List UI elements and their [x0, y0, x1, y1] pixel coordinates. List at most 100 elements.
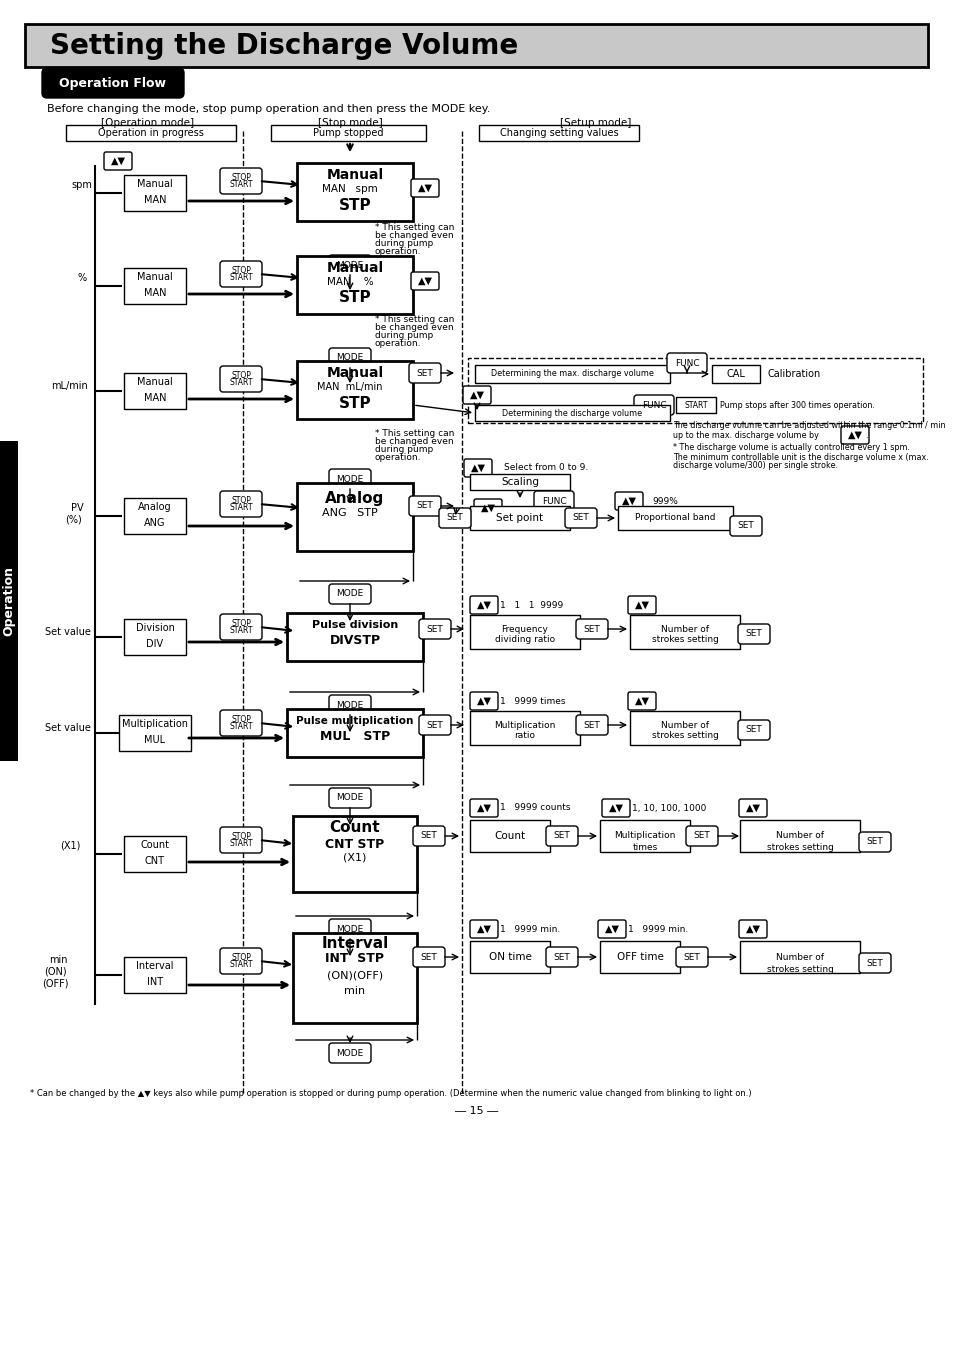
Text: Count: Count — [140, 840, 170, 850]
Text: STOP: STOP — [231, 619, 251, 628]
FancyBboxPatch shape — [545, 947, 578, 967]
FancyBboxPatch shape — [220, 827, 262, 852]
Bar — [296, 361, 413, 419]
Text: Analog: Analog — [138, 503, 172, 512]
Text: Manual: Manual — [137, 272, 172, 282]
Text: CNT STP: CNT STP — [325, 838, 384, 851]
Bar — [599, 942, 679, 973]
Text: Set value: Set value — [45, 627, 91, 638]
Text: PV: PV — [71, 503, 83, 513]
Text: STOP: STOP — [231, 952, 251, 962]
FancyBboxPatch shape — [411, 272, 438, 290]
Text: MODE: MODE — [336, 924, 363, 934]
Text: MAN: MAN — [144, 288, 166, 299]
Text: START: START — [229, 503, 253, 512]
Text: ▲▼: ▲▼ — [469, 390, 484, 400]
Text: START: START — [229, 839, 253, 848]
Bar — [470, 615, 579, 648]
FancyBboxPatch shape — [858, 832, 890, 852]
Text: STOP: STOP — [231, 496, 251, 505]
Bar — [0, 440, 18, 761]
Text: Operation Flow: Operation Flow — [59, 77, 167, 89]
FancyBboxPatch shape — [627, 596, 656, 613]
Text: * This setting can: * This setting can — [375, 428, 454, 438]
Bar — [124, 836, 186, 871]
Text: Multiplication: Multiplication — [122, 719, 188, 730]
Text: SET: SET — [426, 624, 443, 634]
Text: ▲▼: ▲▼ — [111, 155, 126, 166]
Text: min: min — [344, 986, 365, 996]
Text: times: times — [632, 843, 657, 852]
Bar — [124, 619, 186, 655]
Bar — [740, 820, 859, 852]
Text: START: START — [683, 400, 707, 409]
Text: CAL: CAL — [726, 369, 744, 380]
FancyBboxPatch shape — [729, 516, 761, 536]
Text: be changed even: be changed even — [375, 231, 453, 239]
Bar — [124, 176, 186, 211]
Bar — [618, 507, 732, 530]
FancyBboxPatch shape — [627, 692, 656, 711]
Text: DIV: DIV — [146, 639, 163, 648]
Bar — [470, 942, 550, 973]
Text: Pulse division: Pulse division — [312, 620, 397, 630]
Text: FUNC: FUNC — [641, 400, 665, 409]
Text: Set point: Set point — [496, 513, 543, 523]
Text: SET: SET — [416, 501, 433, 511]
FancyBboxPatch shape — [564, 508, 597, 528]
Text: ANG   STP: ANG STP — [322, 508, 377, 517]
Text: SET: SET — [553, 952, 570, 962]
FancyBboxPatch shape — [685, 825, 718, 846]
FancyBboxPatch shape — [634, 394, 673, 415]
FancyBboxPatch shape — [738, 720, 769, 740]
FancyBboxPatch shape — [418, 715, 451, 735]
Text: ▲▼: ▲▼ — [476, 696, 491, 707]
Text: Number of: Number of — [660, 624, 708, 634]
Text: be changed even: be changed even — [375, 323, 453, 332]
Text: START: START — [229, 626, 253, 635]
Text: START: START — [229, 961, 253, 969]
Text: ▲▼: ▲▼ — [476, 924, 491, 934]
Text: ▲▼: ▲▼ — [417, 276, 432, 286]
Text: SET: SET — [745, 630, 761, 639]
Bar — [66, 126, 235, 141]
Text: * Can be changed by the ▲▼ keys also while pump operation is stopped or during p: * Can be changed by the ▲▼ keys also whi… — [30, 1089, 751, 1097]
Bar — [470, 711, 579, 744]
Text: DIVSTP: DIVSTP — [329, 635, 380, 647]
Text: STP: STP — [338, 396, 371, 411]
FancyBboxPatch shape — [463, 459, 492, 477]
Text: during pump: during pump — [375, 444, 433, 454]
Text: ▲▼: ▲▼ — [744, 802, 760, 813]
FancyBboxPatch shape — [738, 624, 769, 644]
FancyBboxPatch shape — [576, 619, 607, 639]
Text: MODE: MODE — [336, 1048, 363, 1058]
Text: SET: SET — [865, 838, 882, 847]
Text: ▲▼: ▲▼ — [846, 430, 862, 440]
FancyBboxPatch shape — [220, 366, 262, 392]
FancyBboxPatch shape — [104, 153, 132, 170]
Text: ▲▼: ▲▼ — [634, 600, 649, 611]
Text: MAN: MAN — [144, 393, 166, 403]
Text: ▲▼: ▲▼ — [480, 503, 495, 513]
FancyBboxPatch shape — [739, 920, 766, 938]
FancyBboxPatch shape — [470, 798, 497, 817]
Text: Determining the discharge volume: Determining the discharge volume — [501, 408, 641, 417]
Text: STP: STP — [338, 290, 371, 305]
Text: * The discharge volume is actually controlled every 1 spm.: * The discharge volume is actually contr… — [672, 443, 909, 453]
Text: 999%: 999% — [651, 497, 678, 505]
FancyBboxPatch shape — [534, 490, 574, 511]
Bar — [470, 474, 569, 490]
Bar — [468, 358, 923, 423]
Text: MAN  mL/min: MAN mL/min — [317, 382, 382, 392]
Text: INT  STP: INT STP — [325, 952, 384, 966]
FancyBboxPatch shape — [858, 952, 890, 973]
Text: Frequency: Frequency — [501, 624, 548, 634]
Text: 1, 10, 100, 1000: 1, 10, 100, 1000 — [631, 804, 705, 812]
Text: Operation: Operation — [3, 566, 15, 636]
Text: START: START — [229, 378, 253, 386]
FancyBboxPatch shape — [42, 68, 184, 99]
Text: 1   9999 counts: 1 9999 counts — [499, 804, 570, 812]
Bar — [124, 267, 186, 304]
FancyBboxPatch shape — [739, 798, 766, 817]
Text: dividing ratio: dividing ratio — [495, 635, 555, 644]
